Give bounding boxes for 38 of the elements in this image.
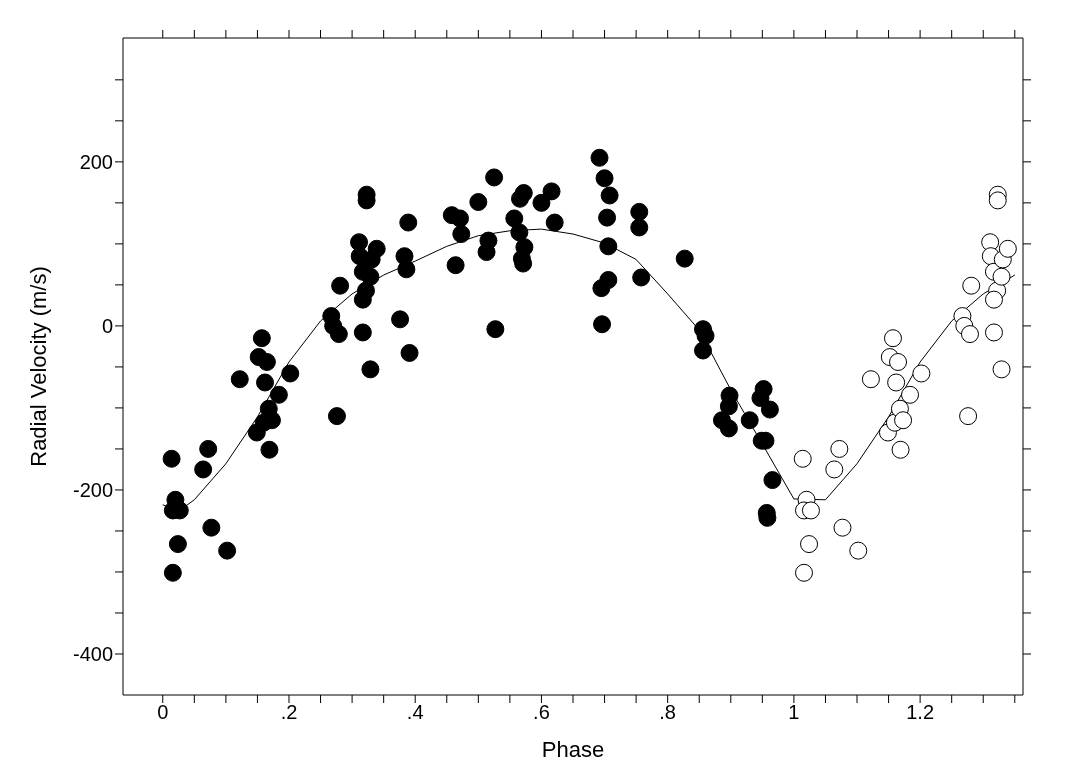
point: [825, 460, 844, 479]
point: [988, 191, 1007, 210]
x-tick-label: .6: [533, 701, 550, 724]
point: [830, 439, 849, 458]
x-axis-title: Phase: [541, 737, 605, 762]
x-tick-label: .8: [659, 701, 677, 724]
point: [889, 352, 908, 371]
point: [793, 449, 812, 468]
point: [849, 541, 868, 560]
point: [801, 501, 820, 520]
point: [992, 360, 1011, 379]
point: [795, 563, 813, 582]
point: [912, 364, 931, 383]
x-tick-label: 0: [157, 701, 169, 724]
x-tick-label: 1.2: [906, 701, 935, 724]
point: [960, 325, 979, 344]
point: [891, 440, 910, 459]
x-tick-label: .2: [280, 701, 298, 724]
y-tick-label: 0: [101, 315, 113, 337]
point: [894, 411, 913, 430]
point: [962, 276, 981, 295]
point: [833, 518, 852, 537]
point: [998, 239, 1017, 258]
x-tick-label: 1: [788, 701, 800, 724]
point: [883, 329, 902, 348]
point: [887, 373, 906, 392]
x-tick-label: .4: [406, 701, 424, 724]
point: [861, 370, 880, 389]
point: [984, 323, 1003, 342]
point: [992, 267, 1011, 286]
y-tick-label: -400: [72, 643, 113, 666]
point: [959, 407, 978, 426]
point: [984, 290, 1003, 309]
point: [800, 535, 819, 554]
y-tick-label: -200: [72, 479, 113, 502]
point: [901, 385, 920, 404]
y-axis-title: Radial Velocity (m/s): [25, 266, 51, 467]
y-tick-label: 200: [79, 150, 113, 173]
